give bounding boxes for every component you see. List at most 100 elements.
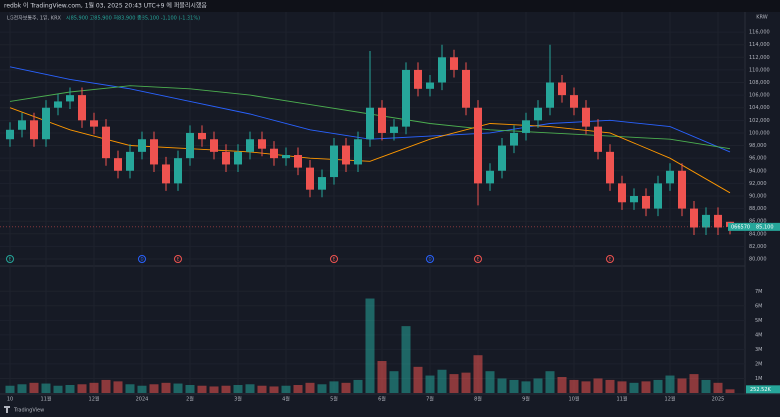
candle-body [462, 69, 470, 108]
last-volume: 252.52K [750, 387, 771, 393]
candle-body [30, 120, 38, 140]
event-marker [606, 255, 614, 263]
volume-bar [257, 385, 267, 393]
volume-bar [221, 385, 231, 393]
candle-body [18, 120, 26, 130]
candle-body [498, 145, 506, 171]
candle-body [510, 132, 518, 146]
y-tick-label: 112,000 [749, 55, 770, 61]
volume-tick-label: 6M [755, 303, 763, 309]
x-tick-label: 11월 [617, 396, 628, 403]
volume-bar [665, 375, 675, 393]
event-label: E [9, 257, 12, 262]
candle-body [618, 183, 626, 203]
last-price: 85,100 [756, 224, 774, 230]
y-tick-label: 82,000 [749, 244, 767, 250]
volume-tick-label: 2M [755, 361, 763, 367]
candle-body [162, 164, 170, 184]
candle-body [666, 170, 674, 184]
event-label: E [177, 257, 180, 262]
event-label: E [333, 257, 336, 262]
candle-body [258, 139, 266, 149]
volume-bar [5, 385, 15, 393]
y-tick-label: 80,000 [749, 257, 767, 263]
candle-body [606, 151, 614, 184]
volume-bar [629, 382, 639, 393]
x-tick-label: 10월 [569, 396, 580, 403]
volume-bar [233, 385, 243, 393]
volume-bar [569, 379, 579, 393]
candle-body [198, 132, 206, 140]
candle-body [522, 120, 530, 133]
x-tick-label: 2025 [712, 397, 725, 403]
volume-bar [653, 379, 663, 393]
candle-body [294, 155, 302, 168]
candle-body [474, 107, 482, 184]
volume-bar [485, 371, 495, 393]
y-tick-label: 106,000 [749, 93, 770, 99]
candle-body [450, 57, 458, 70]
candle-body [270, 148, 278, 159]
volume-bar [77, 384, 87, 393]
x-tick-label: 2024 [136, 397, 149, 403]
candle-body [426, 82, 434, 89]
candle-body [558, 82, 566, 96]
volume-bar [377, 361, 387, 393]
volume-bar [281, 385, 291, 393]
candle-body [330, 145, 338, 178]
event-marker [474, 255, 482, 263]
volume-tick-label: 5M [755, 318, 763, 324]
candle-body [150, 139, 158, 165]
candle-body [654, 183, 662, 209]
candle-body [690, 208, 698, 228]
volume-bar [149, 384, 159, 393]
y-tick-label: 86,000 [749, 219, 767, 225]
y-tick-label: 116,000 [749, 30, 770, 36]
volume-bar [521, 381, 531, 393]
candle-body [186, 132, 194, 159]
candle-body [6, 129, 14, 140]
y-tick-label: 84,000 [749, 231, 767, 237]
symbol: LG전자보통주, 1일, KRX [7, 15, 62, 22]
footer: TradingView [13, 408, 44, 414]
y-tick-label: 96,000 [749, 156, 767, 162]
event-label: D [140, 257, 143, 262]
volume-bar [725, 389, 735, 393]
y-tick-label: 92,000 [749, 181, 767, 187]
candle-body [342, 145, 350, 165]
x-tick-label: 5월 [330, 396, 338, 403]
volume-bar [17, 384, 27, 393]
volume-tick-label: 4M [755, 332, 763, 338]
volume-bar [401, 326, 411, 393]
volume-bar [617, 381, 627, 393]
x-tick-label: 8월 [474, 396, 482, 403]
y-tick-label: 88,000 [749, 206, 767, 212]
x-tick-label: 7월 [426, 396, 434, 403]
volume-bar [425, 375, 435, 393]
volume-bar [593, 378, 603, 393]
volume-bar [581, 381, 591, 393]
candle-body [114, 158, 122, 171]
volume-bar [533, 378, 543, 393]
candle-body [42, 107, 50, 140]
candle-body [234, 151, 242, 165]
candle-body [714, 214, 722, 228]
candle-body [438, 57, 446, 83]
y-tick-label: 104,000 [749, 105, 770, 111]
publish-title: redbk 이 TradingView.com, 1월 03, 2025 20:… [4, 2, 207, 10]
last-volume-badge [746, 385, 780, 394]
candle-body [534, 107, 542, 121]
candle-body [402, 69, 410, 127]
volume-bar [605, 379, 615, 393]
volume-bar [53, 385, 63, 393]
candle-body [354, 139, 362, 165]
candle-body [582, 107, 590, 127]
y-tick-label: 102,000 [749, 118, 770, 124]
volume-bar [245, 384, 255, 393]
volume-bar [113, 381, 123, 393]
candle-body [366, 107, 374, 140]
candle-body [570, 95, 578, 108]
volume-bar [389, 371, 399, 393]
y-tick-label: 100,000 [749, 130, 770, 136]
